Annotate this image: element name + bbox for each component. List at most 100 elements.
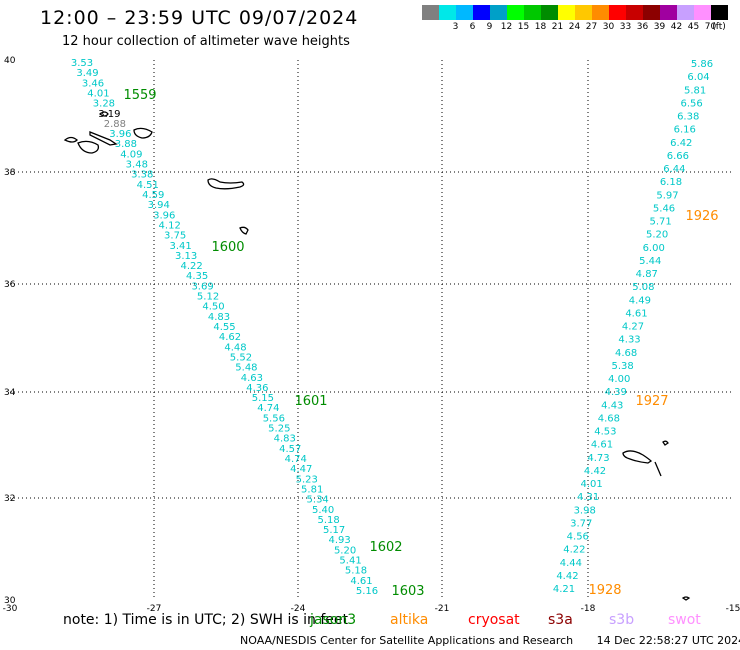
wave-height-value: 4.62 bbox=[219, 332, 241, 343]
wave-height-value: 4.50 bbox=[202, 302, 224, 313]
wave-height-value: 3.96 bbox=[109, 129, 131, 140]
wave-height-value: 4.43 bbox=[601, 400, 623, 411]
longitude-tick-label: -18 bbox=[581, 604, 596, 614]
generated-timestamp: 14 Dec 22:58:27 UTC 2024 bbox=[596, 634, 740, 647]
colorbar-swatch bbox=[575, 5, 592, 20]
wave-height-value: 4.68 bbox=[615, 348, 637, 359]
wave-height-value: 5.08 bbox=[632, 282, 654, 293]
longitude-tick-label: -30 bbox=[3, 604, 18, 614]
colorbar-swatch bbox=[456, 5, 473, 20]
wave-height-value: 6.44 bbox=[663, 164, 685, 175]
island bbox=[654, 461, 662, 477]
wave-height-value: 5.12 bbox=[197, 292, 219, 303]
mission-label: swot bbox=[668, 612, 701, 628]
footer: NOAA/NESDIS Center for Satellite Applica… bbox=[240, 634, 740, 647]
wave-height-value: 5.38 bbox=[612, 361, 634, 372]
wave-height-value: 4.01 bbox=[87, 88, 109, 99]
wave-height-value: 3.28 bbox=[93, 99, 115, 110]
mission-label: jason3 bbox=[310, 612, 357, 628]
wave-height-value: 5.71 bbox=[649, 217, 671, 228]
island bbox=[133, 127, 153, 139]
wave-height-value: 5.20 bbox=[646, 230, 668, 241]
colorbar-swatch bbox=[626, 5, 643, 20]
island bbox=[239, 226, 249, 235]
island bbox=[89, 131, 118, 146]
wave-height-value: 4.42 bbox=[556, 571, 578, 582]
mission-label: s3a bbox=[548, 612, 573, 628]
wave-height-value: 4.22 bbox=[180, 261, 202, 272]
latitude-tick-label: 40 bbox=[4, 56, 16, 66]
longitude-tick-label: -27 bbox=[147, 604, 162, 614]
wave-height-value: 4.21 bbox=[553, 584, 575, 595]
wave-height-value: 4.83 bbox=[208, 312, 230, 323]
wave-height-value: 3.53 bbox=[71, 58, 93, 69]
wave-height-value: 4.61 bbox=[350, 576, 372, 587]
wave-height-value: 3.94 bbox=[148, 200, 170, 211]
wave-height-value: 5.52 bbox=[230, 352, 252, 363]
colorbar-swatch bbox=[609, 5, 626, 20]
wave-height-value: 4.61 bbox=[591, 440, 613, 451]
pass-time-label: 1600 bbox=[211, 240, 244, 255]
wave-height-value: 5.44 bbox=[639, 256, 661, 267]
wave-height-value: 4.35 bbox=[186, 271, 208, 282]
wave-height-value: 6.04 bbox=[687, 72, 709, 83]
island bbox=[77, 140, 100, 154]
wave-height-value: 5.15 bbox=[252, 393, 274, 404]
wave-height-value: 3.48 bbox=[126, 160, 148, 171]
time-labels: 1559 1600 1601 1602 1603 1926 1927 1928 bbox=[123, 88, 718, 599]
wave-height-value: 2.88 bbox=[104, 119, 126, 130]
wave-height-value: 3.41 bbox=[170, 241, 192, 252]
latitude-tick-label: 30 bbox=[4, 596, 16, 606]
colorbar-label: 3 bbox=[452, 22, 459, 32]
island bbox=[63, 136, 78, 143]
colorbar-swatch bbox=[558, 5, 575, 20]
colorbar-swatch bbox=[592, 5, 609, 20]
wave-height-value: 5.97 bbox=[656, 190, 678, 201]
colorbar-label: 27 bbox=[585, 22, 598, 32]
wave-height-value: 4.59 bbox=[142, 190, 164, 201]
wave-height-value: 4.83 bbox=[274, 434, 296, 445]
wave-height-value: 5.17 bbox=[323, 525, 345, 536]
wave-height-value: 3.49 bbox=[76, 68, 98, 79]
wave-height-value: 5.23 bbox=[296, 474, 318, 485]
longitude-tick-label: -21 bbox=[435, 604, 450, 614]
wave-height-value: 4.53 bbox=[594, 427, 616, 438]
colorbar-label: 33 bbox=[619, 22, 632, 32]
wave-height-value: 4.27 bbox=[622, 322, 644, 333]
wave-height-value: 4.93 bbox=[328, 535, 350, 546]
altimeter-track-east: 5.86 6.04 5.81 6.56 6.38 6.16 6.42 6.66 6.44 6.18… bbox=[553, 59, 713, 595]
wave-height-value: 4.01 bbox=[580, 479, 602, 490]
longitude-tick-label: -15 bbox=[726, 604, 740, 614]
wave-height-value: 6.16 bbox=[674, 125, 696, 136]
latitude-tick-label: 36 bbox=[4, 280, 16, 290]
colorbar-label: 70 bbox=[704, 22, 717, 32]
page-subtitle: 12 hour collection of altimeter wave hei… bbox=[62, 34, 350, 49]
mission-label: cryosat bbox=[468, 612, 520, 628]
pass-time-label: 1603 bbox=[391, 584, 424, 599]
colorbar-label: 15 bbox=[517, 22, 530, 32]
wave-height-value: 5.18 bbox=[318, 515, 340, 526]
island bbox=[622, 450, 653, 464]
wave-height-value: 4.09 bbox=[120, 149, 142, 160]
pass-time-label: 1927 bbox=[635, 394, 668, 409]
mission-label: altika bbox=[390, 612, 429, 628]
wave-height-value: 4.39 bbox=[605, 387, 627, 398]
wave-height-value: 4.55 bbox=[213, 322, 235, 333]
island bbox=[207, 178, 245, 190]
wave-height-value: 4.44 bbox=[560, 558, 582, 569]
altimeter-track-west: 3.533.493.464.013.283.192.883.963.884.09… bbox=[71, 58, 378, 597]
colorbar-label: 21 bbox=[551, 22, 564, 32]
wave-height-value: 3.69 bbox=[191, 281, 213, 292]
island bbox=[681, 596, 691, 601]
wave-height-value: 4.12 bbox=[159, 220, 181, 231]
pass-time-label: 1602 bbox=[369, 540, 402, 555]
wave-height-value: 3.38 bbox=[131, 170, 153, 181]
wave-height-value: 3.46 bbox=[82, 78, 104, 89]
latitude-tick-label: 38 bbox=[4, 168, 16, 178]
wave-height-value: 6.56 bbox=[681, 98, 703, 109]
mission-label: s3b bbox=[609, 612, 635, 628]
colorbar-swatch bbox=[473, 5, 490, 20]
island bbox=[662, 440, 669, 446]
colorbar-label: 30 bbox=[602, 22, 615, 32]
wave-height-value: 5.81 bbox=[684, 85, 706, 96]
